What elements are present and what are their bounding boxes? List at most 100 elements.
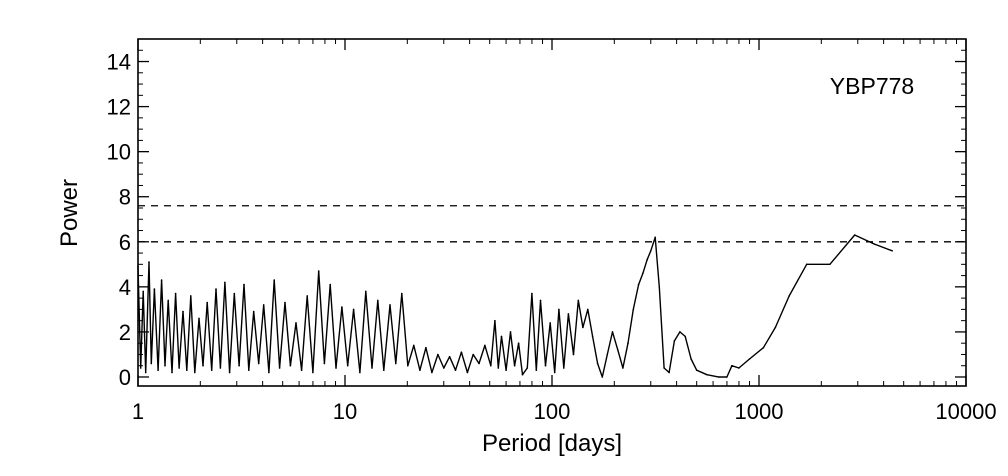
y-tick-label: 4 xyxy=(119,275,131,300)
data-point xyxy=(549,322,551,324)
data-point xyxy=(627,342,629,345)
data-point xyxy=(526,367,529,369)
data-point xyxy=(215,288,217,290)
data-point xyxy=(484,344,486,347)
data-point xyxy=(517,342,520,345)
data-point xyxy=(224,281,226,284)
data-point xyxy=(654,236,656,239)
data-point xyxy=(371,367,373,369)
data-point xyxy=(668,371,670,374)
data-point xyxy=(695,369,698,372)
data-point xyxy=(478,362,480,365)
y-tick-label: 10 xyxy=(107,140,131,165)
data-point xyxy=(335,367,337,369)
data-point xyxy=(611,331,614,333)
data-point xyxy=(535,369,538,372)
data-point xyxy=(706,373,708,376)
x-tick-label: 1 xyxy=(132,399,144,424)
data-point xyxy=(233,292,236,295)
data-point xyxy=(365,290,367,293)
data-point xyxy=(684,335,686,338)
data-point xyxy=(273,279,276,281)
data-point xyxy=(472,353,475,356)
data-point xyxy=(401,292,403,295)
data-point xyxy=(718,376,720,378)
data-point xyxy=(174,292,177,295)
data-point xyxy=(454,369,457,372)
series-line-0 xyxy=(137,234,893,378)
threshold-lines xyxy=(138,205,966,243)
y-tick-label: 0 xyxy=(119,365,131,390)
data-point xyxy=(389,304,391,306)
data-point xyxy=(160,279,163,281)
data-point xyxy=(190,295,192,297)
data-point xyxy=(663,367,665,369)
data-point xyxy=(587,308,589,311)
data-point xyxy=(606,353,609,356)
data-point xyxy=(395,362,397,365)
data-point xyxy=(563,367,565,369)
data-point xyxy=(407,364,409,367)
data-point xyxy=(219,367,222,369)
data-point xyxy=(206,301,208,304)
x-tick-label: 1000 xyxy=(735,399,784,424)
data-point xyxy=(248,369,250,372)
data-point xyxy=(567,313,570,315)
data-point xyxy=(788,295,790,297)
data-point xyxy=(632,308,635,311)
data-point xyxy=(300,369,303,372)
data-point xyxy=(494,319,496,322)
x-tick-label: 100 xyxy=(534,399,571,424)
data-point xyxy=(228,371,231,374)
data-point xyxy=(437,353,439,356)
data-point xyxy=(582,326,584,329)
data-point xyxy=(509,331,512,333)
data-point xyxy=(829,263,831,266)
data-point xyxy=(805,263,808,266)
data-point xyxy=(601,376,604,378)
data-point xyxy=(210,369,213,372)
data-point xyxy=(637,283,640,286)
y-tick-label: 6 xyxy=(119,230,131,255)
data-point xyxy=(306,295,309,297)
data-point xyxy=(178,367,180,369)
data-point xyxy=(658,286,661,288)
data-point xyxy=(238,364,240,367)
data-point xyxy=(171,371,173,374)
data-point xyxy=(596,362,599,365)
data-point xyxy=(278,367,281,369)
data-point xyxy=(774,326,777,329)
axis-ticks xyxy=(137,39,967,386)
data-point xyxy=(748,358,751,360)
data-point xyxy=(194,371,196,374)
data-point xyxy=(646,259,648,261)
data-point xyxy=(257,362,260,365)
data-point xyxy=(650,250,652,252)
data-point xyxy=(317,270,320,272)
data-point xyxy=(142,290,144,293)
data-point xyxy=(448,355,451,358)
data-point xyxy=(558,308,560,311)
data-point xyxy=(150,362,153,365)
tick-labels: 1 10 100 1000 10000 0 2 4 6 8 10 12 14 xyxy=(107,50,997,424)
data-point xyxy=(690,358,692,360)
data-point xyxy=(346,364,349,367)
series-layer xyxy=(137,234,893,378)
data-point xyxy=(262,304,265,306)
data-point xyxy=(466,371,469,374)
data-point xyxy=(359,371,361,374)
data-point xyxy=(891,250,893,252)
data-point xyxy=(157,369,159,372)
data-point xyxy=(312,371,314,374)
x-axis-label: Period [days] xyxy=(482,430,622,457)
data-point xyxy=(377,299,379,302)
data-point xyxy=(419,369,421,372)
data-point xyxy=(352,308,355,311)
data-point xyxy=(153,288,156,290)
data-point xyxy=(490,364,492,367)
data-point xyxy=(252,310,255,313)
data-point xyxy=(617,349,619,351)
data-point xyxy=(284,301,286,304)
data-point xyxy=(544,364,547,367)
